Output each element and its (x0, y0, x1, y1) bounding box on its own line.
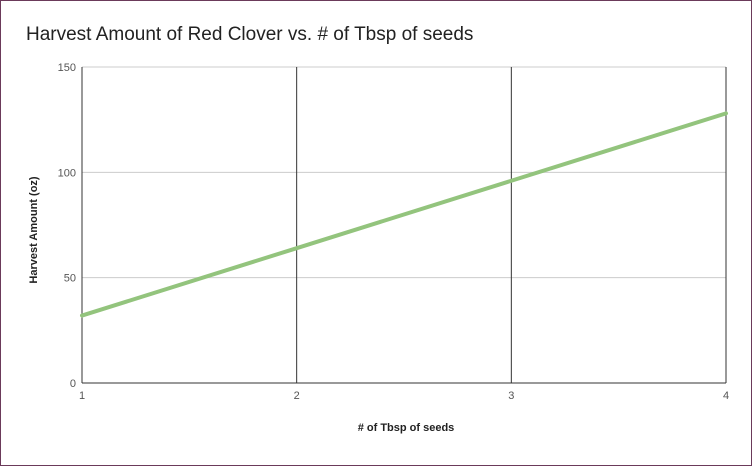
x-tick-label: 3 (508, 390, 514, 402)
series-line (80, 111, 728, 318)
y-tick-label: 50 (64, 273, 76, 285)
tick-labels: 0 50 100 150 1 2 3 4 (58, 62, 729, 402)
y-tick-label: 0 (70, 378, 76, 390)
grid (81, 66, 727, 383)
y-tick-label: 100 (58, 167, 76, 179)
x-axis-title: # of Tbsp of seeds (358, 422, 455, 434)
y-tick-label: 150 (58, 62, 76, 74)
y-axis-title: Harvest Amount (oz) (28, 176, 40, 283)
series-layer (80, 111, 728, 318)
x-tick-label: 4 (723, 390, 729, 402)
chart-title: Harvest Amount of Red Clover vs. # of Tb… (26, 24, 473, 45)
x-tick-label: 1 (79, 390, 85, 402)
x-tick-label: 2 (294, 390, 300, 402)
